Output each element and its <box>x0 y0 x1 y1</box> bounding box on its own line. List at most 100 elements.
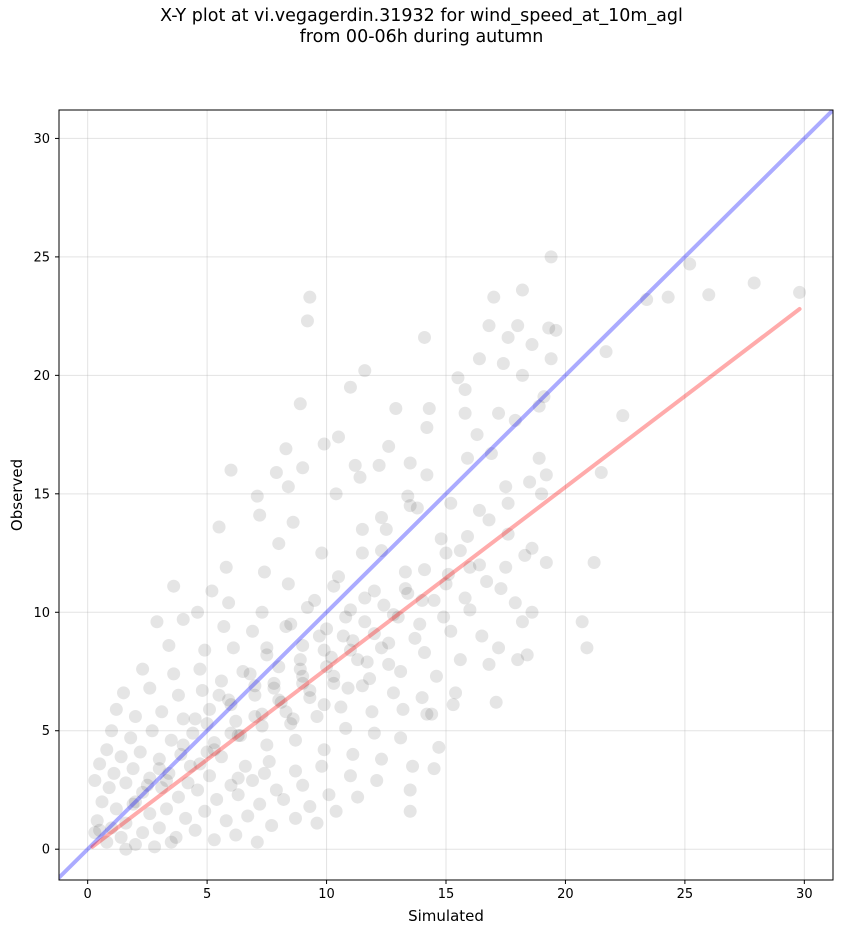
data-point <box>449 686 463 700</box>
data-point <box>324 650 338 664</box>
data-point <box>109 802 123 816</box>
data-point <box>317 698 331 712</box>
data-point <box>160 802 173 816</box>
data-point <box>403 456 417 470</box>
data-point <box>260 641 274 655</box>
data-point <box>171 790 185 804</box>
data-point <box>492 641 506 655</box>
data-point <box>683 257 697 271</box>
data-point <box>413 617 427 631</box>
data-point <box>661 290 675 304</box>
data-point <box>475 629 489 643</box>
data-point <box>587 556 601 570</box>
data-point <box>119 842 133 856</box>
data-point <box>375 544 388 558</box>
y-tick-label: 10 <box>33 606 50 621</box>
data-point <box>243 667 257 681</box>
data-point <box>432 740 446 754</box>
data-point <box>327 676 341 690</box>
data-point <box>575 615 589 629</box>
data-point <box>382 636 396 650</box>
data-point <box>532 451 546 465</box>
data-point <box>470 428 484 442</box>
x-tick-label: 10 <box>318 887 335 902</box>
data-point <box>480 574 494 588</box>
data-point <box>267 681 281 695</box>
y-tick-label: 15 <box>33 487 50 502</box>
data-point <box>544 250 558 264</box>
data-point <box>246 773 259 787</box>
data-point <box>274 695 288 709</box>
data-point <box>367 584 381 598</box>
data-point <box>289 733 302 747</box>
data-point <box>260 738 274 752</box>
data-point <box>501 496 515 510</box>
data-point <box>150 615 164 629</box>
data-point <box>269 783 283 797</box>
data-point <box>114 750 128 764</box>
data-point <box>343 603 357 617</box>
data-point <box>406 759 420 773</box>
x-tick-label: 5 <box>203 887 211 902</box>
data-point <box>515 368 529 382</box>
data-point <box>279 442 293 456</box>
data-point <box>339 610 353 624</box>
data-point <box>272 537 286 551</box>
data-point <box>343 643 357 657</box>
data-point <box>317 437 331 451</box>
data-point <box>128 710 142 724</box>
data-point <box>300 601 314 615</box>
data-point <box>441 567 455 581</box>
data-point <box>229 714 243 728</box>
data-point <box>539 468 553 482</box>
data-point <box>382 439 396 453</box>
data-point <box>461 451 474 465</box>
data-point <box>210 792 224 806</box>
data-point <box>140 778 154 792</box>
data-point <box>88 773 102 787</box>
chart-title-line-2: from 00-06h during autumn <box>299 27 544 47</box>
x-axis-ticks: 0 5 10 15 20 25 30 <box>84 880 813 902</box>
data-point <box>117 686 130 700</box>
data-point <box>200 717 214 731</box>
data-point <box>229 828 243 842</box>
regression-line <box>90 307 802 849</box>
data-point <box>136 826 150 840</box>
data-point <box>640 293 654 307</box>
data-point <box>105 821 119 835</box>
data-point <box>386 686 400 700</box>
y-tick-label: 0 <box>42 843 50 858</box>
data-point <box>152 762 166 776</box>
data-point <box>293 662 307 676</box>
data-point <box>286 712 300 726</box>
data-point <box>484 447 498 461</box>
data-point <box>355 546 369 560</box>
data-point <box>518 548 532 562</box>
data-point <box>463 560 477 574</box>
data-point <box>171 688 185 702</box>
data-point <box>418 646 431 660</box>
data-point <box>260 648 274 662</box>
data-point <box>224 463 238 477</box>
data-point <box>343 769 357 783</box>
data-point <box>207 743 221 757</box>
data-point <box>224 698 238 712</box>
data-point <box>195 683 209 697</box>
data-point <box>315 546 329 560</box>
data-point <box>463 603 477 617</box>
data-point <box>303 800 317 814</box>
data-point <box>472 352 486 366</box>
data-point <box>391 610 405 624</box>
data-point <box>188 712 202 726</box>
y-tick-label: 30 <box>33 132 50 147</box>
data-point <box>599 345 613 359</box>
data-point <box>418 330 431 344</box>
data-point <box>303 290 317 304</box>
data-point <box>219 560 233 574</box>
data-point <box>186 726 200 740</box>
chart-title: X-Y plot at vi.vegagerdin.31932 for wind… <box>0 6 843 48</box>
data-point <box>181 776 195 790</box>
data-point <box>277 792 291 806</box>
data-point <box>523 475 537 489</box>
